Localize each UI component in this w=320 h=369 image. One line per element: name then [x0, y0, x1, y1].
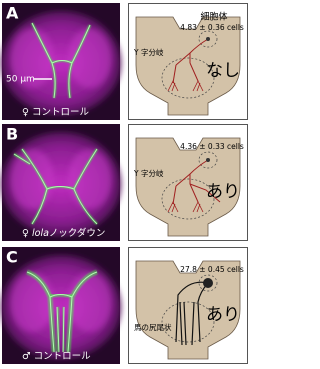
micrograph: C ♂ コントロール	[1, 247, 121, 364]
panel-label: B	[6, 125, 18, 144]
image-caption: ♂ コントロール	[22, 351, 91, 362]
soma	[206, 37, 210, 41]
panel-label: C	[6, 248, 18, 267]
branch-label: 馬の尻尾状	[134, 322, 172, 332]
soma-region	[198, 30, 218, 48]
region	[161, 178, 215, 220]
brain-outline	[135, 260, 241, 360]
brain-stain	[68, 28, 112, 88]
neuron	[62, 306, 65, 353]
branch-label: Y 字分岐	[133, 47, 164, 57]
soma-cluster	[203, 278, 213, 288]
caption-sex: ♀	[22, 228, 29, 239]
brain-stain	[68, 272, 112, 332]
arbor	[167, 201, 204, 213]
neuron-trace	[172, 38, 209, 84]
neuron	[13, 153, 31, 165]
neuron	[46, 186, 75, 190]
caption-text: コントロール	[32, 107, 90, 118]
caption-sex: ♂	[22, 351, 31, 362]
soma-region	[198, 274, 218, 292]
neuron	[51, 60, 73, 64]
neuron	[49, 294, 73, 298]
soma-region	[198, 151, 218, 169]
scale-bar-label: 50 μm	[6, 75, 35, 85]
arbor	[167, 80, 204, 92]
brain-stain	[68, 149, 112, 209]
cell-count: 4.36 ± 0.33 cells	[180, 142, 244, 151]
brain-stain	[10, 272, 54, 332]
caption-text: コントロール	[34, 351, 92, 362]
soma-label: 細胞体	[200, 11, 227, 23]
image-caption: ♀ lolaノックダウン	[22, 227, 105, 239]
page: A 50 μm ♀ コントロール 細胞体 4.83 ± 0.36 cells Y 字分岐な…	[1, 3, 248, 364]
cell-count: 4.83 ± 0.36 cells	[180, 23, 244, 32]
region	[161, 301, 215, 343]
image-caption: ♀ コントロール	[22, 107, 90, 118]
caption-gene: lola	[32, 228, 49, 239]
caption-text: ノックダウン	[49, 227, 105, 239]
panel-label: A	[6, 4, 19, 23]
presence: なし	[206, 61, 240, 81]
neuron-trace	[189, 183, 221, 203]
soma	[206, 158, 210, 162]
diagram: 27.8 ± 0.45 cells 馬の尻尾状 あり	[128, 247, 248, 364]
brain-stain	[10, 149, 54, 209]
micrograph: A 50 μm ♀ コントロール	[1, 3, 121, 120]
brain-outline	[135, 16, 241, 116]
region	[161, 57, 215, 99]
micrograph: B ♀ lolaノックダウン	[1, 124, 121, 241]
presence: あり	[206, 182, 240, 202]
brain-outline	[135, 137, 241, 237]
caption-sex: ♀	[22, 107, 29, 118]
neuron-trace	[175, 281, 209, 346]
branch-label: Y 字分岐	[133, 168, 164, 178]
presence: あり	[206, 305, 240, 325]
neuron-trace	[172, 159, 209, 205]
cell-count: 27.8 ± 0.45 cells	[180, 265, 244, 274]
neuron	[56, 306, 60, 353]
